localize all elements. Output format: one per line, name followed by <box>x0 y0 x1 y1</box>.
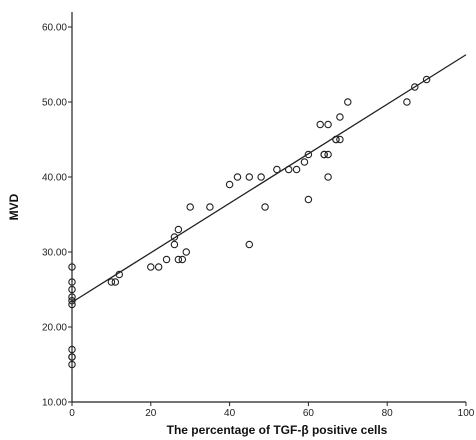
data-point <box>245 240 254 249</box>
x-tick-label: 80 <box>382 408 394 419</box>
data-point <box>68 278 76 286</box>
data-point <box>147 263 155 271</box>
data-point <box>154 263 163 271</box>
data-point <box>284 165 293 174</box>
y-axis-title: MVD <box>7 193 21 220</box>
y-tick-label: 30.00 <box>42 248 67 259</box>
y-tick-label: 20.00 <box>42 323 67 334</box>
x-ticks: 0 20 40 60 80 100 <box>69 402 475 419</box>
x-tick-label: 60 <box>303 408 315 419</box>
data-point <box>170 233 179 241</box>
data-point <box>411 83 419 91</box>
data-point <box>316 120 324 129</box>
data-point <box>336 135 344 144</box>
axes <box>71 12 466 403</box>
data-point <box>422 75 431 84</box>
y-tick-label: 60.00 <box>42 23 67 34</box>
data-point <box>304 195 313 204</box>
data-point <box>304 150 313 159</box>
data-point <box>245 173 254 181</box>
y-tick-label: 40.00 <box>42 173 67 184</box>
x-tick-label: 40 <box>224 408 236 419</box>
data-point <box>233 173 242 181</box>
data-point <box>300 158 309 166</box>
data-point <box>225 180 234 189</box>
data-points <box>68 75 431 369</box>
data-point <box>324 173 332 181</box>
data-point <box>174 255 183 264</box>
data-point <box>68 263 76 271</box>
regression-line <box>71 54 467 303</box>
y-ticks: 10.00 20.00 30.00 40.00 50.00 60.00 <box>42 23 72 409</box>
data-point <box>186 203 194 211</box>
data-point <box>261 203 269 211</box>
data-point <box>344 98 352 106</box>
data-point <box>68 360 76 369</box>
data-point <box>178 255 187 264</box>
data-point <box>320 150 328 159</box>
data-point <box>292 165 301 174</box>
y-tick-label: 10.00 <box>42 398 67 409</box>
x-tick-label: 20 <box>145 408 157 419</box>
x-tick-label: 0 <box>69 408 75 419</box>
data-point <box>403 98 411 106</box>
data-point <box>324 120 332 129</box>
y-tick-label: 50.00 <box>42 98 67 109</box>
data-point <box>324 150 332 159</box>
data-point <box>336 113 344 121</box>
data-point <box>68 345 76 354</box>
data-point <box>68 300 76 309</box>
data-point <box>332 135 340 144</box>
data-point <box>170 240 179 249</box>
data-point <box>273 165 281 174</box>
data-point <box>115 270 124 279</box>
data-point <box>174 225 183 234</box>
data-point <box>257 173 265 181</box>
data-point <box>68 296 76 305</box>
data-point <box>162 255 171 264</box>
data-point <box>107 278 116 286</box>
data-point <box>68 293 76 301</box>
data-point <box>68 285 76 294</box>
data-point <box>68 353 76 361</box>
x-axis-title: The percentage of TGF-β positive cells <box>167 423 388 437</box>
data-point <box>206 203 214 211</box>
data-point <box>111 278 120 286</box>
data-point <box>182 248 191 256</box>
x-tick-label: 100 <box>458 408 475 419</box>
